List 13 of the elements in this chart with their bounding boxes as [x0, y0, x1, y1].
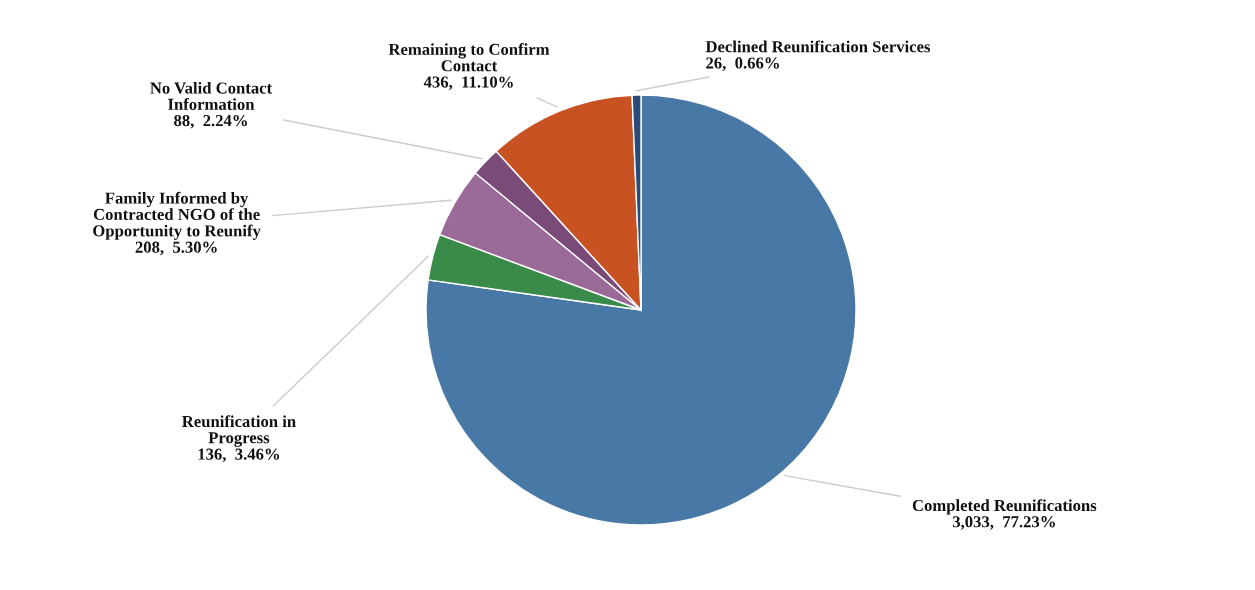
data-label: 136, 3.46% — [198, 448, 280, 463]
slice-label: Completed Reunifications — [912, 499, 1097, 515]
data-label: 3,033, 77.23% — [952, 516, 1055, 530]
slice-label: Remaining to Confirm Contact — [388, 43, 550, 72]
data-label: 436, 11.10% — [423, 76, 513, 91]
slice-label: No Valid Contact Information — [150, 81, 273, 110]
data-label: 88, 2.24% — [174, 114, 247, 129]
slice-label: Declined Reunification Services — [705, 40, 931, 53]
data-label: 26, 0.66% — [706, 57, 779, 72]
slice-label: Reunification in Progress — [182, 415, 296, 447]
data-label: 208, 5.30% — [135, 241, 217, 256]
pie-slice — [425, 94, 857, 526]
slice-label: Family Informed by Contracted NGO of the Opportunity to Reunify — [93, 191, 261, 240]
